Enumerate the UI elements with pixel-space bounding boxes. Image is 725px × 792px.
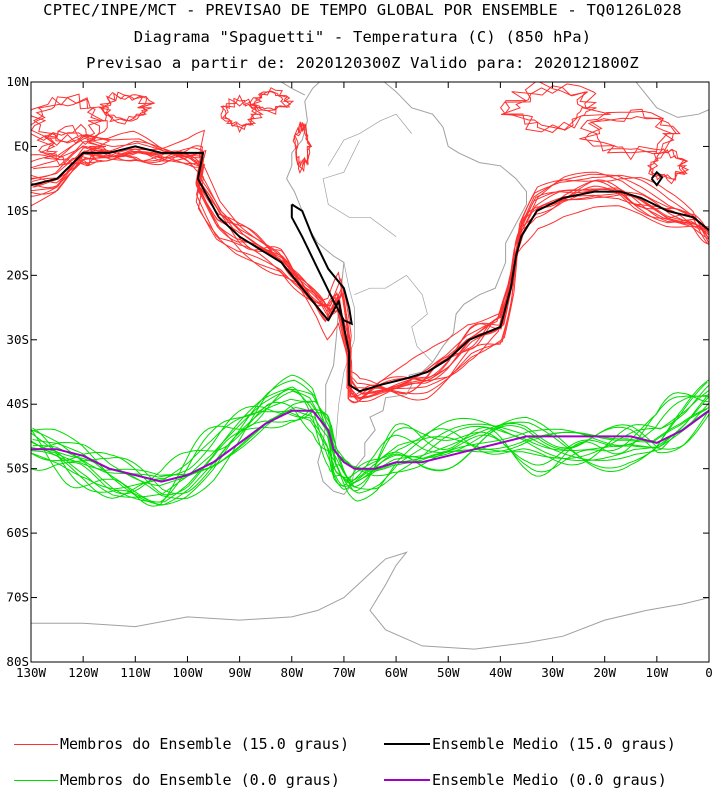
legend-label-mean-0: Ensemble Medio (0.0 graus) bbox=[432, 771, 667, 789]
x-tick-label: 50W bbox=[437, 665, 460, 680]
legend-member-15: Membros do Ensemble (15.0 graus) bbox=[14, 735, 349, 753]
axis-ticks: 130W 120W 110W 100W 90W 80W 70W 60W 50W 40W 30W 20W… bbox=[6, 74, 712, 680]
mean-line-15-andes-loop bbox=[290, 203, 353, 326]
member-line-15 bbox=[31, 145, 709, 404]
x-tick-label: 130W bbox=[16, 665, 47, 680]
y-tick-label: EQ bbox=[14, 138, 29, 153]
member-line-15 bbox=[31, 137, 709, 395]
y-tick-label: 40S bbox=[6, 396, 29, 411]
x-tick-label: 0 bbox=[705, 665, 713, 680]
member-contour-island bbox=[648, 148, 690, 185]
x-tick-label: 80W bbox=[280, 665, 303, 680]
y-tick-label: 80S bbox=[6, 654, 29, 669]
member-contour-island bbox=[220, 97, 257, 134]
member-line-0 bbox=[31, 407, 709, 476]
member-line-15 bbox=[33, 130, 708, 394]
member-line-0 bbox=[31, 388, 709, 503]
y-tick-label: 30S bbox=[6, 332, 29, 347]
member-line-15 bbox=[32, 148, 709, 398]
member-contour-island bbox=[293, 123, 312, 175]
member-line-15 bbox=[31, 135, 709, 389]
legend-mean-15: Ensemble Medio (15.0 graus) bbox=[384, 735, 676, 753]
member-contour-island bbox=[499, 85, 588, 131]
mean-line-0 bbox=[31, 409, 709, 483]
x-tick-label: 90W bbox=[228, 665, 251, 680]
member-line-15 bbox=[31, 148, 708, 398]
member-line-0 bbox=[31, 395, 709, 495]
legend-label-member-15: Membros do Ensemble (15.0 graus) bbox=[60, 735, 349, 753]
country-border bbox=[406, 275, 433, 363]
x-tick-label: 120W bbox=[68, 665, 99, 680]
y-tick-label: 50S bbox=[6, 461, 29, 476]
y-tick-label: 60S bbox=[6, 525, 29, 540]
y-tick-label: 20S bbox=[6, 267, 29, 282]
ensemble-members-layer bbox=[31, 82, 709, 507]
africa-coastline bbox=[635, 82, 709, 118]
header-line-3: Previsao a partir de: 2020120300Z Valido… bbox=[86, 54, 639, 72]
x-tick-label: 60W bbox=[385, 665, 408, 680]
member-line-15 bbox=[31, 147, 709, 403]
x-tick-label: 110W bbox=[120, 665, 151, 680]
legend-member-0: Membros do Ensemble (0.0 graus) bbox=[14, 771, 340, 789]
country-border bbox=[354, 275, 407, 296]
member-contour-island bbox=[224, 94, 264, 127]
country-border bbox=[328, 113, 412, 166]
member-line-0 bbox=[31, 388, 709, 502]
member-line-0 bbox=[31, 408, 709, 496]
antarctica-coastline bbox=[31, 551, 709, 650]
member-contour-island bbox=[38, 123, 111, 166]
member-contour-island bbox=[98, 91, 149, 123]
legend-swatch-red-line bbox=[14, 743, 58, 745]
legend-label-mean-15: Ensemble Medio (15.0 graus) bbox=[432, 735, 676, 753]
legend-swatch-green-line bbox=[14, 779, 58, 781]
x-tick-label: 20W bbox=[593, 665, 616, 680]
member-contour-island bbox=[220, 98, 263, 131]
member-line-0 bbox=[31, 389, 709, 490]
member-contour-island bbox=[36, 130, 102, 167]
x-tick-label: 40W bbox=[489, 665, 512, 680]
member-line-15 bbox=[31, 145, 709, 403]
plot-frame bbox=[30, 81, 710, 663]
legend-swatch-black-line bbox=[384, 743, 430, 745]
x-tick-label: 70W bbox=[333, 665, 356, 680]
legend-label-member-0: Membros do Ensemble (0.0 graus) bbox=[60, 771, 340, 789]
legend-mean-0: Ensemble Medio (0.0 graus) bbox=[384, 771, 667, 789]
member-contour-island bbox=[649, 148, 689, 180]
member-contour-island bbox=[501, 83, 597, 133]
coastline-layer bbox=[31, 82, 709, 650]
header-line-1: CPTEC/INPE/MCT - PREVISAO DE TEMPO GLOBA… bbox=[43, 1, 682, 19]
mean-line-15-small-loop bbox=[650, 170, 664, 187]
member-line-15 bbox=[31, 140, 709, 401]
member-line-15 bbox=[31, 129, 709, 399]
x-tick-label: 30W bbox=[541, 665, 564, 680]
chart-title: Diagrama "Spaguetti" - Temperatura (C) (… bbox=[133, 28, 592, 46]
y-tick-label: 10S bbox=[6, 203, 29, 218]
legend-swatch-purple-line bbox=[384, 779, 430, 781]
member-contour-island bbox=[253, 91, 292, 115]
country-border bbox=[322, 139, 397, 237]
mean-line-15 bbox=[31, 145, 709, 393]
y-tick-label: 70S bbox=[6, 590, 29, 605]
member-contour-island bbox=[579, 108, 678, 161]
x-tick-label: 100W bbox=[172, 665, 203, 680]
y-tick-label: 10N bbox=[6, 74, 29, 89]
member-contour-island bbox=[584, 115, 681, 154]
x-tick-label: 10W bbox=[646, 665, 669, 680]
ensemble-means-layer bbox=[31, 145, 709, 483]
member-line-0 bbox=[32, 406, 708, 478]
central-america-coastline bbox=[280, 82, 306, 96]
